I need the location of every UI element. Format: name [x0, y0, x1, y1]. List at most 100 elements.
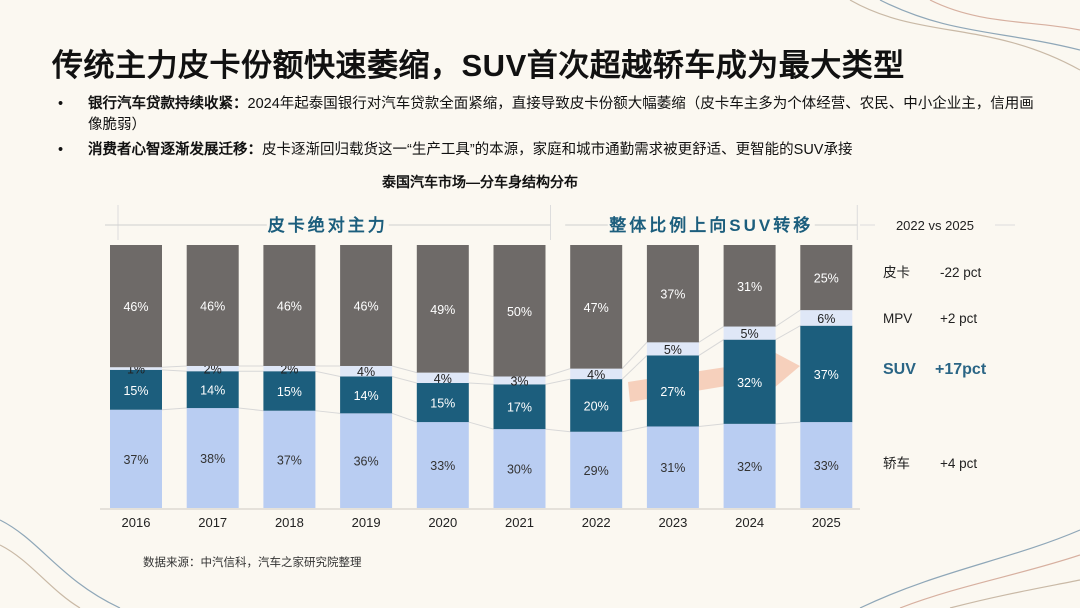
data-label: 31%	[737, 280, 762, 294]
x-tick-label: 2018	[275, 515, 304, 530]
bar-segment-2	[570, 368, 623, 380]
data-label: 30%	[507, 463, 532, 477]
bar-segment-0	[186, 408, 239, 508]
period-label-bg	[607, 213, 815, 237]
x-tick-label: 2019	[352, 515, 381, 530]
data-label: 5%	[664, 343, 682, 357]
data-label: 17%	[507, 401, 532, 415]
connector-line	[110, 309, 853, 377]
bullet-heading: 消费者心智逐渐发展迁移：	[88, 142, 262, 158]
x-tick-label: 2022	[582, 515, 611, 530]
bar-segment-2	[340, 365, 393, 377]
data-label: 14%	[200, 384, 225, 398]
bar-segment-2	[110, 367, 162, 370]
connector-line	[110, 325, 853, 385]
data-label: 25%	[814, 272, 839, 286]
bar-segment-3	[340, 245, 393, 366]
bar-segment-0	[723, 423, 776, 508]
data-label: 4%	[434, 372, 452, 386]
bar-segment-1	[723, 339, 776, 424]
period-label: 皮卡绝对主力	[268, 215, 388, 235]
bar-segment-1	[340, 376, 393, 414]
data-label: 5%	[741, 327, 759, 341]
data-label: 38%	[200, 452, 225, 466]
data-label: 49%	[430, 303, 455, 317]
data-label: 4%	[357, 365, 375, 379]
comparison-name: 皮卡	[883, 265, 910, 280]
bullet-text: 2024年起泰国银行对汽车贷款全面紧缩，直接导致皮卡份额大幅萎缩（皮卡车主多为个…	[88, 96, 1034, 133]
comparison-change: +17pct	[935, 361, 987, 378]
data-label: 15%	[123, 384, 148, 398]
bar-segment-1	[646, 355, 699, 427]
x-tick-label: 2017	[198, 515, 227, 530]
data-label: 2%	[280, 363, 298, 377]
bar-segment-0	[570, 431, 623, 508]
bar-segment-2	[416, 372, 469, 384]
data-label: 46%	[277, 299, 302, 313]
x-tick-label: 2020	[428, 515, 457, 530]
bar-segment-0	[340, 413, 393, 508]
data-label: 33%	[814, 459, 839, 473]
data-label: 3%	[510, 374, 528, 388]
data-label: 50%	[507, 305, 532, 319]
bar-segment-1	[416, 383, 469, 423]
x-tick-label: 2023	[658, 515, 687, 530]
bar-segment-2	[186, 365, 239, 372]
bullet-heading: 银行汽车贷款持续收紧：	[88, 96, 248, 112]
bar-segment-1	[570, 379, 623, 432]
bar-segment-3	[723, 245, 776, 327]
source-note: 数据来源：中汽信科，汽车之家研究院整理	[143, 557, 362, 569]
bar-segment-3	[110, 245, 162, 368]
bar-segment-0	[493, 429, 546, 508]
bullet-dot: •	[58, 96, 64, 112]
data-label: 32%	[737, 460, 762, 474]
bullet-text: 皮卡逐渐回归载货这一“生产工具”的本源，家庭和城市通勤需求被更舒适、更智能的SU…	[262, 142, 853, 158]
data-label: 37%	[277, 453, 302, 467]
bar-segment-1	[110, 369, 162, 410]
bar-segment-3	[263, 245, 316, 366]
data-label: 46%	[354, 299, 379, 313]
bar-segment-1	[493, 384, 546, 430]
bullet-dot: •	[58, 142, 64, 158]
period-label-bg	[266, 213, 389, 237]
data-label: 29%	[584, 464, 609, 478]
data-label: 37%	[814, 368, 839, 382]
data-label: 20%	[584, 399, 609, 413]
data-label: 4%	[587, 368, 605, 382]
bar-segment-3	[186, 245, 239, 366]
data-label: 33%	[430, 459, 455, 473]
bar-segment-3	[800, 245, 853, 311]
data-label: 2%	[204, 363, 222, 377]
data-label: 31%	[660, 461, 685, 475]
chart-title: 泰国汽车市场—分车身结构分布	[382, 174, 578, 190]
data-label: 27%	[660, 385, 685, 399]
bar-segment-0	[110, 409, 162, 508]
bar-segment-2	[646, 342, 699, 356]
data-label: 14%	[354, 389, 379, 403]
bar-segment-2	[263, 365, 316, 372]
data-label: 46%	[200, 299, 225, 313]
comparison-change: +2 pct	[940, 311, 977, 326]
data-label: 15%	[277, 385, 302, 399]
bar-segment-0	[646, 426, 699, 508]
data-label: 46%	[123, 300, 148, 314]
comparison-change: -22 pct	[940, 265, 982, 280]
comparison-change: +4 pct	[940, 456, 977, 471]
comparison-name: MPV	[883, 311, 912, 326]
data-label: 6%	[817, 312, 835, 326]
period-label: 整体比例上向SUV转移	[609, 215, 813, 235]
bar-segment-3	[646, 245, 699, 343]
bar-segment-3	[570, 245, 623, 369]
page-title: 传统主力皮卡份额快速萎缩，SUV首次超越轿车成为最大类型	[52, 48, 905, 83]
data-label: 36%	[354, 455, 379, 469]
x-tick-label: 2021	[505, 515, 534, 530]
bar-segment-2	[800, 310, 853, 326]
data-label: 37%	[123, 453, 148, 467]
bullet-item: • 消费者心智逐渐发展迁移：皮卡逐渐回归载货这一“生产工具”的本源，家庭和城市通…	[58, 140, 1048, 161]
bar-segment-2	[493, 376, 546, 385]
data-label: 37%	[660, 288, 685, 302]
bar-segment-0	[800, 422, 853, 508]
bar-segment-2	[723, 326, 776, 340]
